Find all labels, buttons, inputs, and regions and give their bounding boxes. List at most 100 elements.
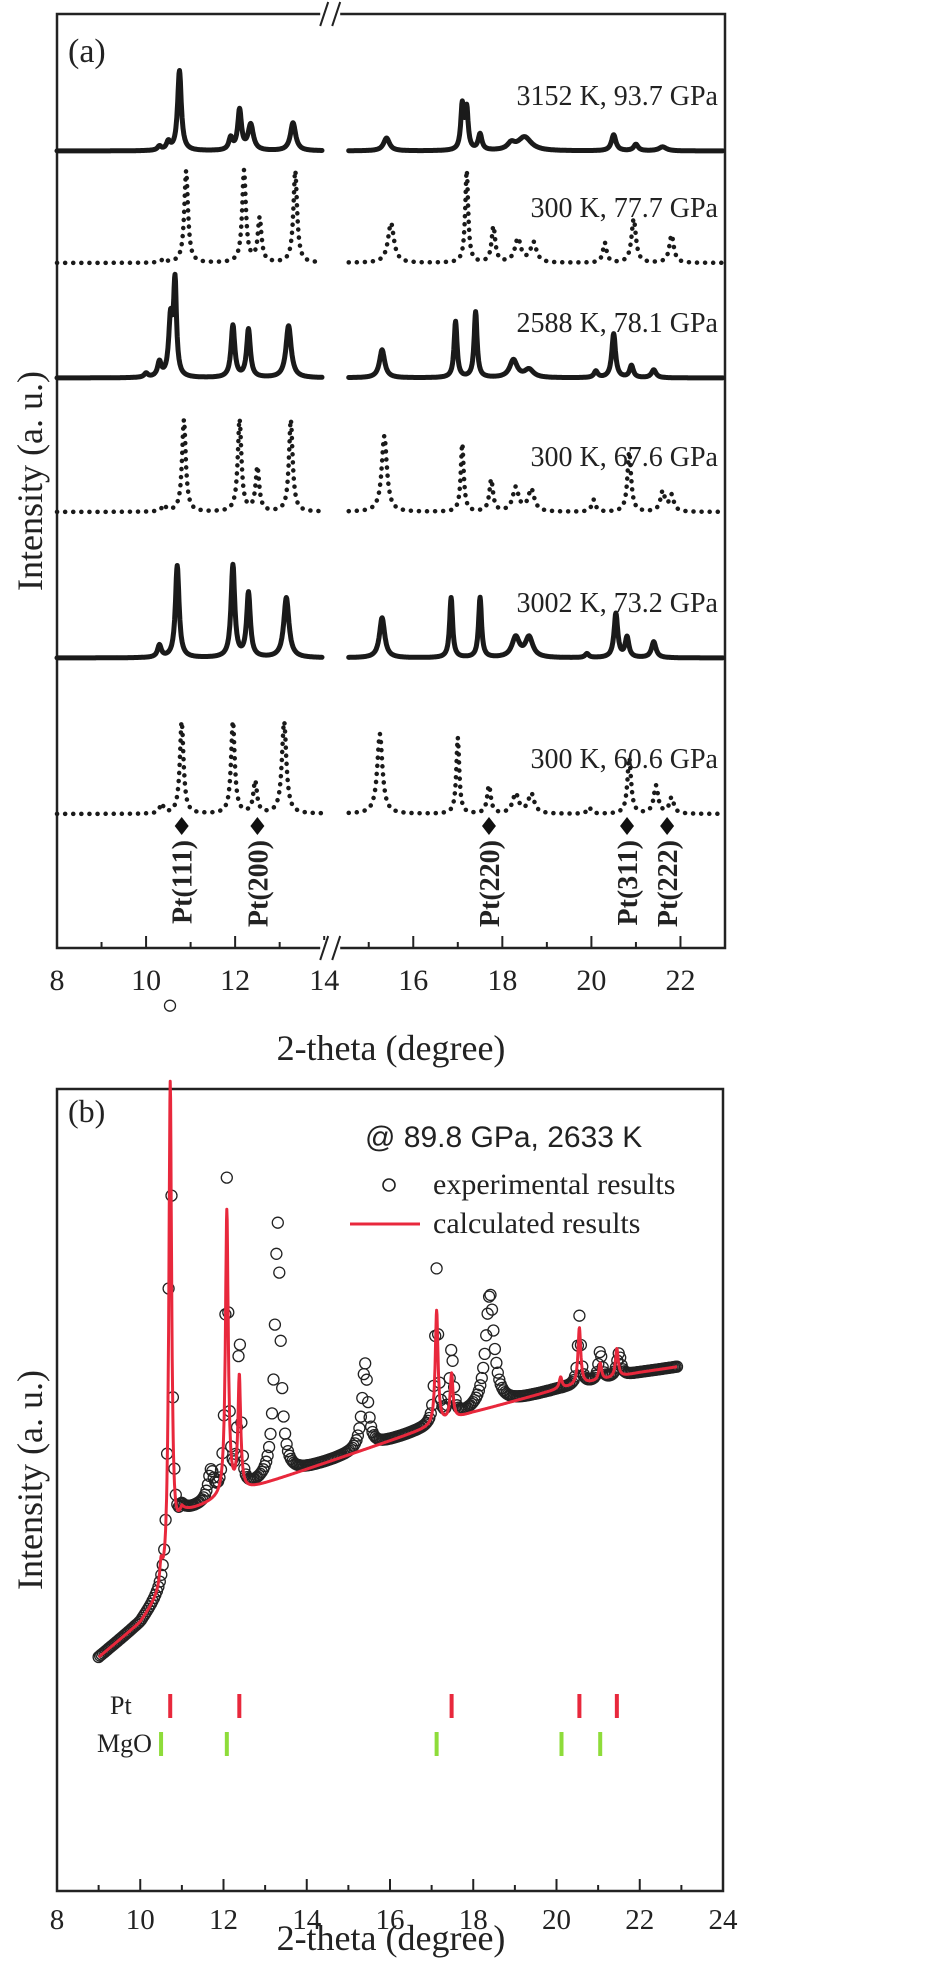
panel-b-title: @ 89.8 GPa, 2633 K (365, 1121, 642, 1154)
peak-marker-label: Pt(111) (168, 840, 199, 924)
series-1-label: 3152 K, 93.7 GPa (517, 81, 719, 112)
x-tick-label: 20 (576, 964, 606, 997)
x-tick-label: 8 (50, 964, 65, 997)
experimental-point (220, 1171, 233, 1184)
panel-b-x-axis-label: 2-theta (degree) (277, 1918, 506, 1958)
experimental-point (351, 1429, 365, 1442)
phase-label-pt: Pt (110, 1691, 132, 1720)
peak-marker-diamond (660, 817, 675, 835)
experimental-point (273, 1266, 286, 1279)
experimental-point (465, 1397, 478, 1410)
panel-a-x-ticks (56, 936, 726, 948)
panel-a-peak-markers: Pt(111) Pt(200) Pt(220) Pt(311) Pt(222) (168, 817, 684, 927)
axis-break-slash (319, 1, 330, 27)
series-5-curve (346, 594, 726, 661)
x-tick-label: 12 (209, 1904, 238, 1936)
experimental-point (478, 1347, 491, 1361)
x-tick-label: 16 (376, 1904, 405, 1936)
experimental-point (573, 1309, 586, 1322)
experimental-point (493, 1373, 506, 1386)
x-tick-label: 14 (309, 964, 339, 997)
experimental-point (488, 1342, 502, 1356)
panel-a-series-labels: 3152 K, 93.7 GPa 300 K, 77.7 GPa 2588 K, 7… (517, 81, 719, 775)
experimental-point (363, 1411, 376, 1424)
x-tick-label: 20 (542, 1904, 571, 1936)
experimental-point (255, 1465, 268, 1478)
panel-b-label: (b) (68, 1093, 105, 1129)
experimental-point (430, 1262, 443, 1275)
experimental-point (350, 1434, 363, 1447)
experimental-point (490, 1356, 503, 1370)
x-tick-label: 22 (625, 1904, 654, 1936)
experimental-point (163, 999, 177, 1012)
experimental-point (347, 1439, 360, 1452)
experimental-point (474, 1379, 487, 1392)
series-4-curve (54, 416, 325, 515)
legend: experimental results calculated results (350, 1168, 675, 1240)
experimental-point (156, 1558, 169, 1572)
experimental-point (277, 1410, 290, 1423)
panel-a-curves (54, 68, 726, 817)
experimental-point (265, 1407, 279, 1420)
experimental-point (232, 1349, 245, 1363)
experimental-point (364, 1420, 378, 1433)
experimental-point (260, 1455, 273, 1468)
experimental-point (276, 1381, 289, 1395)
experimental-point (472, 1384, 486, 1397)
experimental-point (200, 1484, 213, 1497)
experimental-point (361, 1395, 375, 1409)
panel-a-y-axis-label: Intensity (a. u.) (10, 371, 50, 591)
experimental-point (278, 1427, 292, 1440)
x-tick-label: 12 (220, 964, 250, 997)
experimental-point (233, 1338, 247, 1351)
experimental-point (270, 1247, 283, 1260)
panel-a-x-tick-labels: 8 10 12 14 16 18 20 22 (50, 964, 696, 997)
experimental-point (605, 1368, 618, 1381)
series-6-label: 300 K, 60.6 GPa (531, 744, 719, 775)
series-1-curve (346, 98, 726, 154)
x-tick-label: 10 (131, 964, 161, 997)
peak-marker-diamond (481, 817, 496, 835)
phase-label-mgo: MgO (97, 1729, 152, 1758)
experimental-point (564, 1377, 577, 1390)
peak-marker-diamond (174, 817, 189, 835)
panel-a-frame (55, 12, 727, 950)
calculated-curve (97, 1079, 679, 1659)
experimental-point (446, 1354, 459, 1367)
series-4-curve (346, 433, 726, 515)
experimental-point (133, 1615, 146, 1629)
experimental-point (271, 1216, 284, 1229)
series-5-curve (54, 561, 325, 661)
legend-calculated-label: calculated results (433, 1207, 640, 1240)
panel-a-axis-break (319, 1, 342, 961)
experimental-point (484, 1288, 497, 1302)
axis-break-slash (331, 1, 342, 27)
panel-a-x-axis-label: 2-theta (degree) (277, 1028, 506, 1068)
experimental-point (485, 1303, 499, 1316)
panel-b-x-ticks (56, 1879, 724, 1891)
series-2-label: 300 K, 77.7 GPa (531, 193, 719, 224)
series-1-curve (54, 68, 325, 154)
experimental-point (360, 1373, 373, 1386)
series-4-label: 300 K, 67.6 GPa (531, 442, 719, 473)
x-tick-label: 18 (487, 964, 517, 997)
experimental-point (252, 1469, 266, 1482)
experimental-point (477, 1361, 490, 1375)
series-3-curve (54, 271, 325, 381)
panel-b-y-axis-label: Intensity (a. u.) (10, 1370, 50, 1590)
x-tick-label: 8 (50, 1904, 65, 1936)
panel-a-label: (a) (68, 33, 106, 70)
panel-b: 8 10 12 14 16 18 20 22 24 (b) @ 89.8 GPa, 2633 K… (10, 999, 738, 1958)
experimental-point (267, 1373, 280, 1386)
peak-marker-label: Pt(222) (653, 840, 684, 927)
calculated-curve-group (97, 1079, 679, 1659)
experimental-point (445, 1343, 458, 1357)
experimental-point (268, 1318, 282, 1331)
axis-break-slash (319, 935, 330, 961)
experimental-points (92, 999, 684, 1664)
x-tick-label: 10 (126, 1904, 155, 1936)
axis-break-slash (331, 935, 342, 961)
experimental-point (481, 1307, 494, 1320)
experimental-point (482, 1290, 496, 1303)
